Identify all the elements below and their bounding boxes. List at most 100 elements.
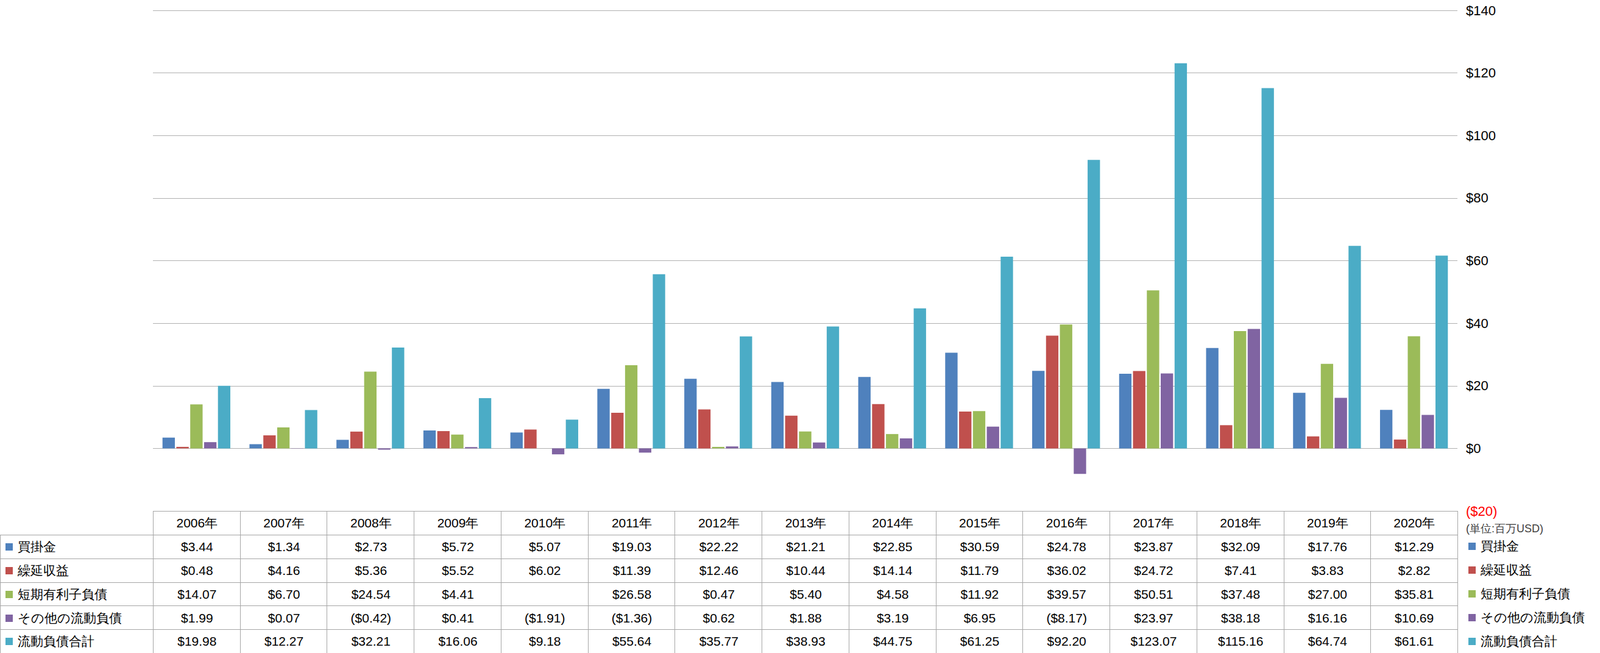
html-text:2010年: 2010年 [524,515,566,530]
html-text:$10.44: $10.44 [786,563,826,578]
html-text:$11.39: $11.39 [612,563,651,578]
html-text:$3.44: $3.44 [181,539,214,554]
html-text:$16.06: $16.06 [438,633,478,648]
html-text:2012年: 2012年 [698,515,740,530]
html-text:$4.41: $4.41 [441,586,474,601]
html-text:$2.82: $2.82 [1398,563,1431,578]
html-text:$6.95: $6.95 [963,610,996,625]
html-text:$35.77: $35.77 [699,633,739,648]
html-text:$1.34: $1.34 [267,539,301,554]
html-text:$22.85: $22.85 [873,539,913,554]
svg-text:$120: $120 [1465,65,1496,81]
html-text:$30.59: $30.59 [960,539,1000,554]
html-text:$0.41: $0.41 [441,610,474,625]
html-text:$2.73: $2.73 [354,539,387,554]
html-text:2013年: 2013年 [785,515,827,530]
svg-text:$140: $140 [1465,3,1496,19]
html-text:2016年: 2016年 [1046,515,1088,530]
html-text:$5.72: $5.72 [441,539,474,554]
html-text:$55.64: $55.64 [612,633,652,648]
html-text:$3.19: $3.19 [876,610,909,625]
html-text:$5.36: $5.36 [354,563,387,578]
html-text:$26.58: $26.58 [612,586,652,601]
svg-text:$80: $80 [1465,190,1489,206]
html-text:$38.18: $38.18 [1221,610,1261,625]
html-text:短期有利子負債: 短期有利子負債 [1480,586,1571,601]
html-text:$24.54: $24.54 [351,586,391,601]
html-text:$11.92: $11.92 [960,586,999,601]
html-text:$36.02: $36.02 [1047,563,1087,578]
html-text:($0.42): ($0.42) [350,610,392,625]
html-text:$7.41: $7.41 [1224,563,1257,578]
html-text:2020年: 2020年 [1393,515,1435,530]
html-text:買掛金: 買掛金 [17,539,57,554]
html-text:その他の流動負債: その他の流動負債 [1480,609,1585,624]
html-text:繰延収益: 繰延収益 [17,563,69,578]
html-text:$17.76: $17.76 [1308,539,1348,554]
html-text:$39.57: $39.57 [1047,586,1087,601]
html-text:短期有利子負債: 短期有利子負債 [17,586,108,601]
html-text:$16.16: $16.16 [1308,610,1348,625]
html-text:($8.17): ($8.17) [1046,610,1087,625]
html-text:$32.09: $32.09 [1221,539,1261,554]
html-text:$21.21: $21.21 [786,539,826,554]
html-text:$9.18: $9.18 [528,633,561,648]
html-text:$3.83: $3.83 [1311,563,1344,578]
html-text:買掛金: 買掛金 [1480,538,1519,553]
html-text:$10.69: $10.69 [1394,610,1434,625]
html-text:2017年: 2017年 [1133,515,1175,530]
html-text:$5.52: $5.52 [441,563,474,578]
html-text:流動負債合計: 流動負債合計 [17,633,95,648]
html-text:2018年: 2018年 [1219,515,1262,530]
html-text:$38.93: $38.93 [786,633,826,648]
html-text:$24.78: $24.78 [1047,539,1087,554]
html-text:$0.07: $0.07 [267,610,301,625]
html-text:$50.51: $50.51 [1134,586,1174,601]
html-text:$14.07: $14.07 [177,586,217,601]
html-text:2006年: 2006年 [176,515,218,530]
html-text:$19.03: $19.03 [612,539,652,554]
html-text:$24.72: $24.72 [1134,563,1174,578]
html-text:2011年: 2011年 [611,515,653,530]
html-text:2014年: 2014年 [872,515,914,530]
html-text:$23.97: $23.97 [1134,610,1174,625]
html-text:$5.07: $5.07 [528,539,561,554]
html-text:2019年: 2019年 [1306,515,1349,530]
html-text:2007年: 2007年 [263,515,305,530]
html-text:$1.99: $1.99 [181,610,214,625]
html-text:$32.21: $32.21 [351,633,391,648]
html-text:$0.62: $0.62 [702,610,735,625]
html-text:$19.98: $19.98 [177,633,217,648]
html-text:$12.29: $12.29 [1394,539,1434,554]
svg-text:$100: $100 [1465,127,1496,144]
html-text:$6.02: $6.02 [528,563,561,578]
html-text:$12.27: $12.27 [264,633,304,648]
svg-text:($20): ($20) [1465,503,1498,519]
svg-text:$40: $40 [1465,315,1489,331]
svg-text:$0: $0 [1465,440,1481,456]
html-text:2015年: 2015年 [959,515,1001,530]
html-text:$5.40: $5.40 [789,586,822,601]
html-text:($1.91): ($1.91) [524,610,566,625]
html-text:$23.87: $23.87 [1134,539,1174,554]
html-text:$11.79: $11.79 [960,563,999,578]
html-text:$35.81: $35.81 [1394,586,1434,601]
html-text:($1.36): ($1.36) [611,610,653,625]
html-text:$14.14: $14.14 [873,563,913,578]
html-text:$6.70: $6.70 [267,586,301,601]
html-text:2008年: 2008年 [350,515,392,530]
html-text:$0.48: $0.48 [181,563,214,578]
html-text:2009年: 2009年 [437,515,479,530]
html-text:$4.58: $4.58 [876,586,909,601]
html-text:$27.00: $27.00 [1308,586,1348,601]
html-text:$12.46: $12.46 [699,563,739,578]
svg-text:$60: $60 [1465,252,1489,269]
html-text:$22.22: $22.22 [699,539,739,554]
html-text:$1.88: $1.88 [789,610,822,625]
html-text:$4.16: $4.16 [267,563,301,578]
html-text:繰延収益: 繰延収益 [1480,562,1532,577]
html-text:$0.47: $0.47 [702,586,735,601]
svg-text:$20: $20 [1465,377,1489,393]
html-text:その他の流動負債: その他の流動負債 [17,610,122,625]
html-text:$37.48: $37.48 [1221,586,1261,601]
